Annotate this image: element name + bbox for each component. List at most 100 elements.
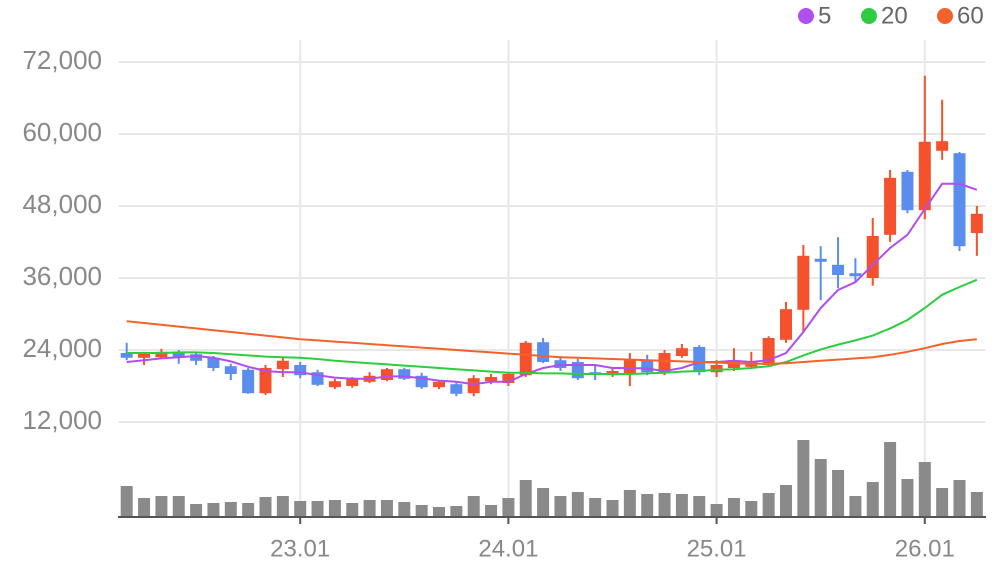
candle-body <box>884 177 897 235</box>
volume-bar <box>710 504 723 517</box>
candle-body <box>936 141 949 151</box>
legend-marker <box>798 8 814 24</box>
volume-bar <box>398 502 411 517</box>
legend-marker <box>861 8 877 24</box>
ma-line <box>126 182 978 386</box>
ma-line <box>126 278 978 375</box>
candle-body <box>207 357 220 368</box>
candle-body <box>346 378 359 386</box>
x-tick-label: 23.01 <box>270 535 330 562</box>
candle-body <box>294 365 307 376</box>
legend-marker <box>937 8 953 24</box>
volume-bar <box>797 440 810 517</box>
candle-body <box>849 273 862 277</box>
volume-bar <box>745 501 758 517</box>
candle-body <box>138 353 151 358</box>
y-tick-label: 12,000 <box>22 405 102 435</box>
volume-bar <box>884 442 897 517</box>
ma-line <box>126 320 977 365</box>
y-tick-label: 24,000 <box>22 333 102 363</box>
volume-bar <box>832 470 845 517</box>
candle-body <box>190 354 203 361</box>
volume-bar <box>658 493 671 517</box>
volume-bar <box>207 503 220 517</box>
volume-bar <box>571 492 584 517</box>
volume-bar <box>190 504 203 517</box>
candle-body <box>953 153 966 247</box>
candle-body <box>155 351 168 358</box>
volume-bar <box>242 503 255 517</box>
volume-bar <box>606 500 619 517</box>
candle-body <box>224 366 237 374</box>
volume-bar <box>589 498 602 517</box>
volume-bar <box>224 502 237 517</box>
candle-body <box>537 342 550 362</box>
volume-bar <box>814 459 827 517</box>
volume-bar <box>693 496 706 517</box>
candle-body <box>797 255 810 310</box>
candle-body <box>398 369 411 379</box>
candle-body <box>467 378 480 394</box>
volume-bar <box>172 496 185 517</box>
volume-bar <box>762 493 775 517</box>
volume-bar <box>918 462 931 517</box>
candle-body <box>814 258 827 262</box>
x-tick-label: 26.01 <box>895 535 955 562</box>
candle-body <box>172 351 185 358</box>
volume-bar <box>467 496 480 517</box>
volume-bar <box>554 496 567 517</box>
candle-body <box>259 368 272 394</box>
volume-bar <box>450 506 463 517</box>
candle-body <box>658 353 671 373</box>
volume-bar <box>276 496 289 517</box>
y-tick-label: 60,000 <box>22 117 102 147</box>
volume-bar <box>433 507 445 517</box>
volume-bar <box>346 503 359 517</box>
volume-bar <box>485 505 498 517</box>
candle-body <box>415 375 428 388</box>
candle-body <box>242 369 255 394</box>
candle-body <box>380 369 393 380</box>
volume-bar <box>953 480 966 517</box>
volume-bar <box>537 488 550 517</box>
candle-body <box>866 236 879 278</box>
volume-bar <box>259 497 272 517</box>
volume-bar <box>502 498 515 517</box>
volume-bar <box>415 505 428 517</box>
volume-bar <box>623 490 636 517</box>
candle-body <box>328 381 341 388</box>
candle-body <box>970 213 983 233</box>
candle-body <box>832 264 845 275</box>
candle-body <box>120 353 133 358</box>
y-tick-label: 72,000 <box>22 45 102 75</box>
x-tick-label: 24.01 <box>478 535 538 562</box>
volume-bar <box>294 501 307 517</box>
candle-body <box>276 360 289 370</box>
legend-label: 20 <box>881 2 908 29</box>
volume-bar <box>641 494 654 517</box>
candle-body <box>693 347 706 373</box>
candle-body <box>710 365 723 373</box>
volume-bar <box>901 479 914 517</box>
candle-body <box>433 381 445 388</box>
volume-bar <box>936 488 949 517</box>
volume-bar <box>866 482 879 517</box>
volume-bar <box>519 480 532 517</box>
volume-bar <box>363 500 376 517</box>
volume-bar <box>780 485 792 517</box>
legend-label: 60 <box>957 2 984 29</box>
y-tick-label: 36,000 <box>22 261 102 291</box>
volume-bar <box>970 492 983 517</box>
candle-body <box>675 348 688 356</box>
volume-bar <box>727 498 740 517</box>
candle-body <box>780 309 792 340</box>
candle-body <box>901 171 914 211</box>
volume-bar <box>138 498 151 517</box>
y-tick-label: 48,000 <box>22 189 102 219</box>
candle-body <box>918 141 931 211</box>
volume-bar <box>311 501 324 517</box>
volume-bar <box>675 494 688 517</box>
volume-bar <box>328 500 341 517</box>
candle-body <box>641 360 654 373</box>
